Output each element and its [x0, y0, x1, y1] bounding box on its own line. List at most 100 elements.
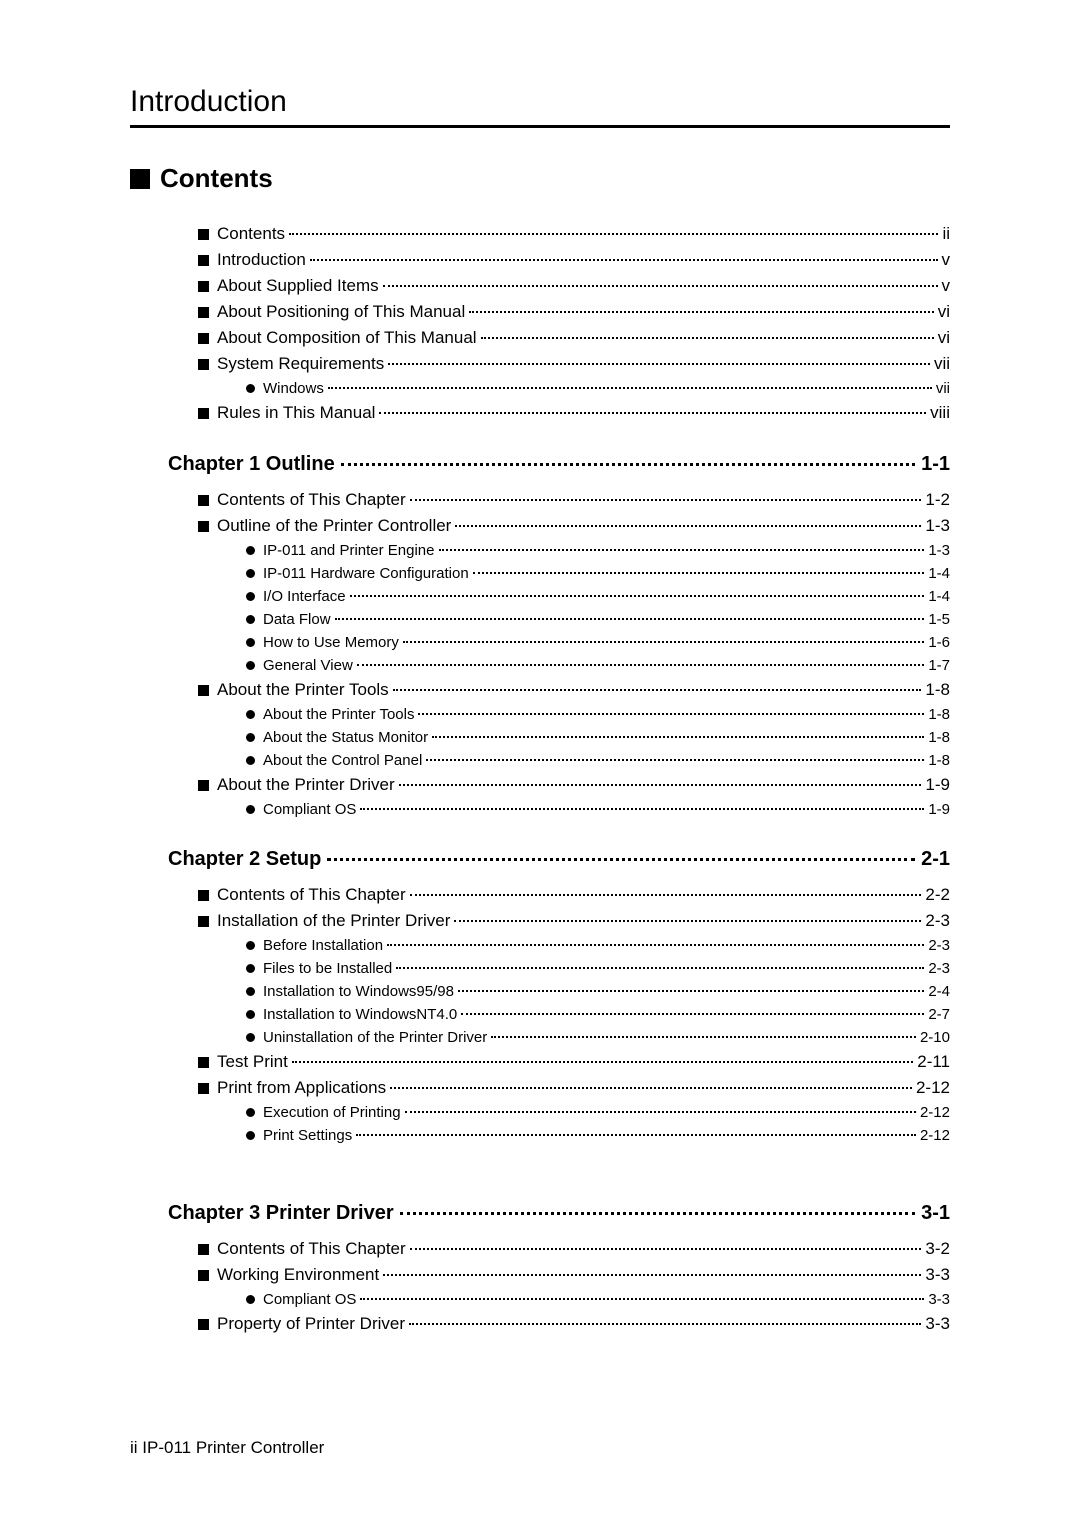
- toc-entry: Data Flow 1-5: [246, 611, 950, 628]
- toc-label: Installation to WindowsNT4.0: [263, 1006, 457, 1023]
- dot-leader: [327, 858, 915, 861]
- toc-label: Execution of Printing: [263, 1104, 401, 1121]
- square-bullet-icon: [198, 333, 209, 344]
- dot-leader: [387, 944, 924, 946]
- circle-bullet-icon: [246, 615, 255, 624]
- toc-entry: How to Use Memory 1-6: [246, 634, 950, 651]
- toc-entry: Print Settings 2-12: [246, 1127, 950, 1144]
- toc-page-number: 1-4: [928, 588, 950, 605]
- dot-leader: [388, 363, 930, 365]
- toc-page-number: 1-3: [925, 516, 950, 536]
- dot-leader: [405, 1111, 916, 1113]
- toc-label: Test Print: [217, 1052, 288, 1072]
- toc-page-number: 1-4: [928, 565, 950, 582]
- toc-entry: IP-011 Hardware Configuration 1-4: [246, 565, 950, 582]
- circle-bullet-icon: [246, 805, 255, 814]
- toc-entry: About Supplied Items v: [198, 276, 950, 296]
- toc-page-number: 1-2: [925, 490, 950, 510]
- toc-entry: Working Environment 3-3: [198, 1265, 950, 1285]
- table-of-contents: Contents iiIntroduction vAbout Supplied …: [130, 224, 950, 1334]
- toc-page-number: v: [942, 276, 951, 296]
- toc-entry: About the Status Monitor 1-8: [246, 729, 950, 746]
- toc-label: Compliant OS: [263, 1291, 356, 1308]
- dot-leader: [350, 595, 925, 597]
- toc-page-number: ii: [942, 224, 950, 244]
- toc-chapter-block: Contents of This Chapter 1-2 Outline of t…: [198, 490, 950, 818]
- toc-page-number: 3-3: [925, 1265, 950, 1285]
- toc-entry: About Composition of This Manual vi: [198, 328, 950, 348]
- toc-entry: About the Control Panel 1-8: [246, 752, 950, 769]
- toc-label: Outline of the Printer Controller: [217, 516, 451, 536]
- toc-entry: Files to be Installed 2-3: [246, 960, 950, 977]
- toc-label: About the Printer Tools: [263, 706, 414, 723]
- dot-leader: [400, 1212, 915, 1215]
- toc-page-number: 2-10: [920, 1029, 950, 1046]
- chapter-page-number: 1-1: [921, 453, 950, 476]
- dot-leader: [455, 525, 921, 527]
- toc-entry: Outline of the Printer Controller 1-3: [198, 516, 950, 536]
- dot-leader: [310, 259, 938, 261]
- toc-label: Compliant OS: [263, 801, 356, 818]
- dot-leader: [439, 549, 925, 551]
- toc-entry: System Requirements vii: [198, 354, 950, 374]
- toc-page-number: v: [942, 250, 951, 270]
- toc-label: About the Printer Driver: [217, 775, 395, 795]
- toc-entry: I/O Interface 1-4: [246, 588, 950, 605]
- toc-entry: Contents of This Chapter 1-2: [198, 490, 950, 510]
- document-page: Introduction Contents Contents iiIntrodu…: [0, 0, 1080, 1528]
- dot-leader: [356, 1134, 916, 1136]
- dot-leader: [481, 337, 934, 339]
- circle-bullet-icon: [246, 592, 255, 601]
- dot-leader: [341, 463, 915, 466]
- dot-leader: [432, 736, 924, 738]
- square-bullet-icon: [198, 1057, 209, 1068]
- toc-page-number: 1-8: [928, 706, 950, 723]
- toc-page-number: 3-2: [925, 1239, 950, 1259]
- square-bullet-icon: [198, 1270, 209, 1281]
- toc-label: About Positioning of This Manual: [217, 302, 465, 322]
- toc-page-number: 1-9: [925, 775, 950, 795]
- dot-leader: [473, 572, 925, 574]
- dot-leader: [396, 967, 924, 969]
- circle-bullet-icon: [246, 1131, 255, 1140]
- toc-entry: Print from Applications 2-12: [198, 1078, 950, 1098]
- square-bullet-icon: [198, 1244, 209, 1255]
- circle-bullet-icon: [246, 638, 255, 647]
- toc-chapter-block: Contents of This Chapter 3-2Working Envi…: [198, 1239, 950, 1334]
- toc-page-number: 1-8: [925, 680, 950, 700]
- dot-leader: [335, 618, 925, 620]
- toc-entry: Uninstallation of the Printer Driver 2-1…: [246, 1029, 950, 1046]
- section-title-row: Contents: [130, 163, 950, 194]
- toc-entry: Installation to Windows95/98 2-4: [246, 983, 950, 1000]
- toc-label: Installation to Windows95/98: [263, 983, 454, 1000]
- dot-leader: [461, 1013, 924, 1015]
- toc-label: Print from Applications: [217, 1078, 386, 1098]
- toc-page-number: 2-12: [920, 1104, 950, 1121]
- toc-page-number: vii: [934, 354, 950, 374]
- dot-leader: [454, 920, 921, 922]
- toc-label: IP-011 Hardware Configuration: [263, 565, 469, 582]
- circle-bullet-icon: [246, 987, 255, 996]
- toc-page-number: 1-9: [928, 801, 950, 818]
- toc-entry: General View 1-7: [246, 657, 950, 674]
- toc-page-number: 1-8: [928, 729, 950, 746]
- toc-page-number: vi: [938, 302, 950, 322]
- toc-page-number: 1-8: [928, 752, 950, 769]
- toc-page-number: 2-3: [925, 911, 950, 931]
- toc-label: General View: [263, 657, 353, 674]
- chapter-page-number: 3-1: [921, 1202, 950, 1225]
- circle-bullet-icon: [246, 756, 255, 765]
- toc-page-number: 3-3: [925, 1314, 950, 1334]
- toc-label: About Supplied Items: [217, 276, 379, 296]
- square-bullet-icon: [198, 780, 209, 791]
- toc-entry: Test Print 2-11: [198, 1052, 950, 1072]
- circle-bullet-icon: [246, 569, 255, 578]
- toc-page-number: viii: [930, 403, 950, 423]
- chapter-page-number: 2-1: [921, 848, 950, 871]
- toc-entry: About the Printer Driver 1-9: [198, 775, 950, 795]
- dot-leader: [410, 1248, 922, 1250]
- toc-label: Working Environment: [217, 1265, 379, 1285]
- toc-entry: Installation to WindowsNT4.0 2-7: [246, 1006, 950, 1023]
- toc-entry: Installation of the Printer Driver 2-3: [198, 911, 950, 931]
- toc-entry: Rules in This Manual viii: [198, 403, 950, 423]
